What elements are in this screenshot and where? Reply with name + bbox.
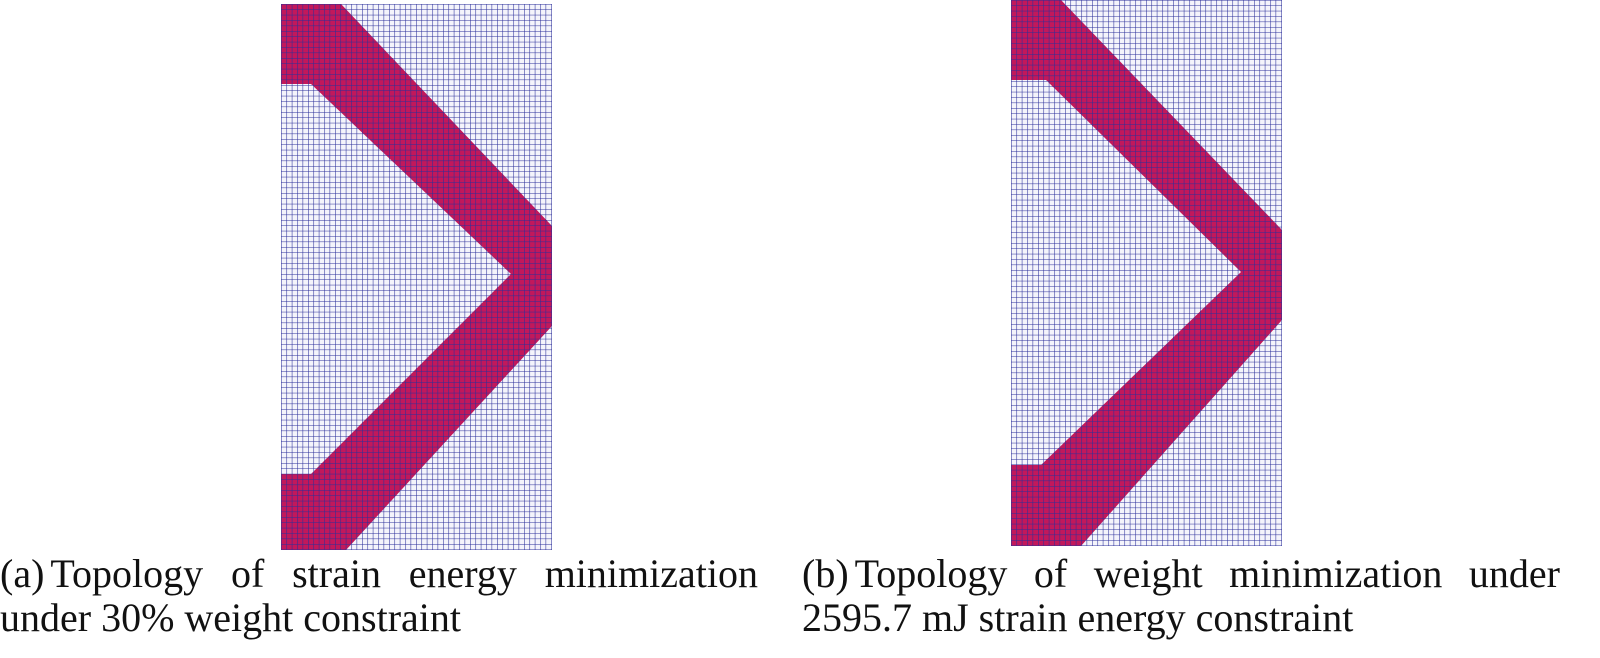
caption-text: Topology of weight minimization under 25… <box>802 551 1560 640</box>
mesh-panel-b <box>1011 0 1282 546</box>
mesh-panel-a <box>281 4 552 550</box>
caption: (a) Topology of strain energy minimizatio… <box>0 552 758 640</box>
caption-text: Topology of strain energy minimization u… <box>0 551 758 640</box>
caption: (b) Topology of weight minimization under… <box>802 552 1560 640</box>
mesh-grid <box>281 4 552 550</box>
mesh-grid <box>1011 0 1282 546</box>
caption-label: (a) <box>0 551 45 596</box>
caption-label: (b) <box>802 551 849 596</box>
